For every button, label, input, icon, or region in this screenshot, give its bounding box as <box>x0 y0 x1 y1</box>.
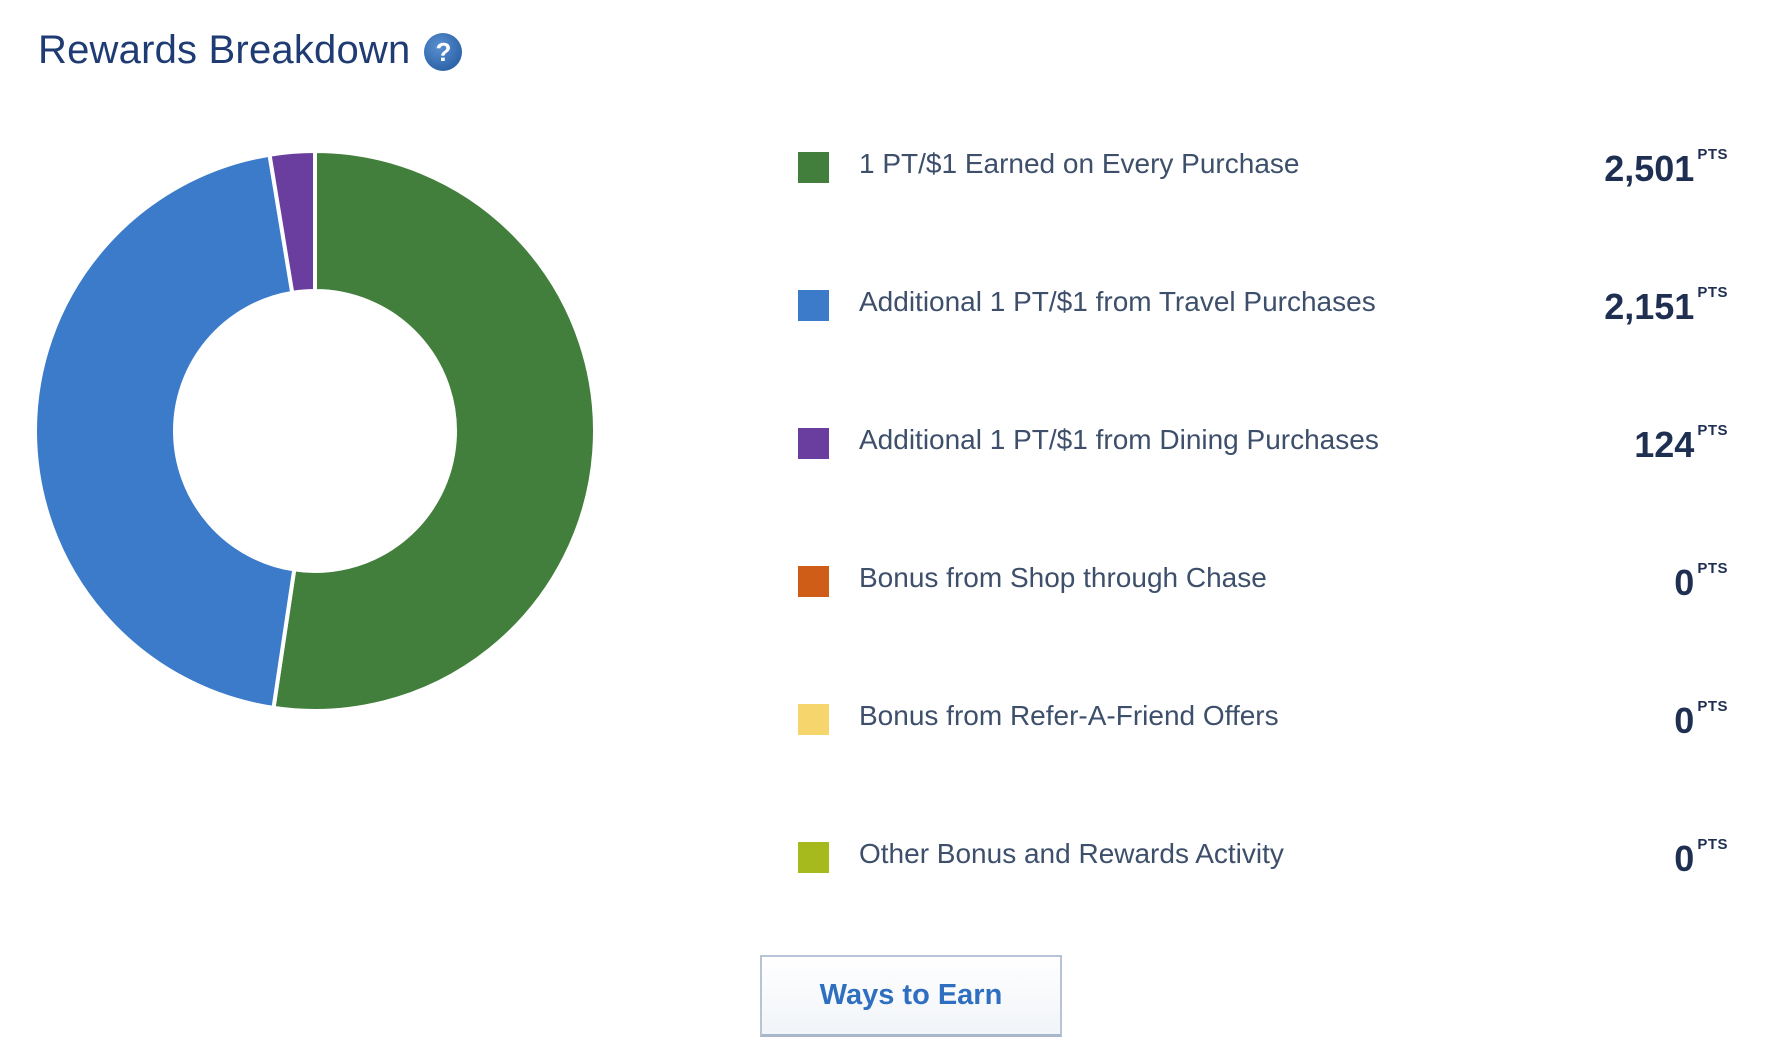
points-unit: PTS <box>1697 836 1728 853</box>
legend-value: 0 PTS <box>1674 556 1728 606</box>
donut-slice-2[interactable] <box>33 152 297 711</box>
points-unit: PTS <box>1697 146 1728 163</box>
legend-value: 0 PTS <box>1674 832 1728 882</box>
legend-item: Bonus from Shop through Chase 0 PTS <box>798 556 1728 606</box>
legend-value: 2,501 PTS <box>1604 142 1728 192</box>
legend-label: Other Bonus and Rewards Activity <box>859 838 1284 869</box>
donut-slice-3[interactable] <box>267 148 317 296</box>
legend-item: Other Bonus and Rewards Activity 0 PTS <box>798 832 1728 882</box>
legend-label: Additional 1 PT/$1 from Travel Purchases <box>859 286 1376 317</box>
points-unit: PTS <box>1697 422 1728 439</box>
donut-slice-1[interactable] <box>271 148 597 713</box>
page-title: Rewards Breakdown <box>38 28 411 72</box>
points-value: 0 <box>1674 838 1695 879</box>
legend-item: 1 PT/$1 Earned on Every Purchase 2,501 PTS <box>798 142 1728 192</box>
points-value: 2,501 <box>1604 148 1695 189</box>
points-value: 124 <box>1634 424 1695 465</box>
legend-item: Additional 1 PT/$1 from Dining Purchases… <box>798 418 1728 468</box>
legend-swatch <box>798 842 829 873</box>
legend-value: 0 PTS <box>1674 694 1728 744</box>
ways-to-earn-button[interactable]: Ways to Earn <box>760 955 1062 1037</box>
legend-swatch <box>798 290 829 321</box>
header: Rewards Breakdown ? <box>38 24 463 76</box>
legend-swatch <box>798 152 829 183</box>
points-value: 0 <box>1674 562 1695 603</box>
legend-swatch <box>798 428 829 459</box>
donut-chart <box>30 146 600 716</box>
legend-item: Bonus from Refer-A-Friend Offers 0 PTS <box>798 694 1728 744</box>
legend-item: Additional 1 PT/$1 from Travel Purchases… <box>798 280 1728 330</box>
legend-swatch <box>798 704 829 735</box>
legend-value: 2,151 PTS <box>1604 280 1728 330</box>
legend-label: 1 PT/$1 Earned on Every Purchase <box>859 148 1300 179</box>
legend-label: Bonus from Refer-A-Friend Offers <box>859 700 1279 731</box>
points-unit: PTS <box>1697 698 1728 715</box>
points-unit: PTS <box>1697 284 1728 301</box>
points-value: 2,151 <box>1604 286 1695 327</box>
help-icon[interactable]: ? <box>424 33 463 71</box>
legend-value: 124 PTS <box>1634 418 1728 468</box>
legend-swatch <box>798 566 829 597</box>
legend-label: Bonus from Shop through Chase <box>859 562 1267 593</box>
legend-label: Additional 1 PT/$1 from Dining Purchases <box>859 424 1379 455</box>
points-unit: PTS <box>1697 560 1728 577</box>
points-value: 0 <box>1674 700 1695 741</box>
donut-chart-svg <box>33 148 597 713</box>
